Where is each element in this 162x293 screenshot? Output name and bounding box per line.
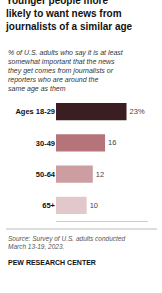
svg-text:30-49: 30-49 — [36, 139, 55, 148]
svg-text:23%: 23% — [130, 107, 145, 116]
svg-text:PEW RESEARCH CENTER: PEW RESEARCH CENTER — [8, 259, 96, 266]
svg-text:Source: Survey of U.S. adults: Source: Survey of U.S. adults conductedM… — [8, 235, 125, 250]
svg-text:50-64: 50-64 — [36, 170, 56, 179]
svg-text:Younger people morelikely to w: Younger people morelikely to want news f… — [5, 0, 133, 32]
svg-text:65+: 65+ — [42, 201, 55, 210]
svg-text:% of U.S. adults who say it is: % of U.S. adults who say it is at leasts… — [8, 49, 124, 93]
svg-text:Ages 18-29: Ages 18-29 — [15, 107, 55, 116]
svg-text:12: 12 — [96, 170, 104, 179]
svg-text:10: 10 — [90, 201, 98, 210]
svg-text:16: 16 — [108, 138, 116, 147]
